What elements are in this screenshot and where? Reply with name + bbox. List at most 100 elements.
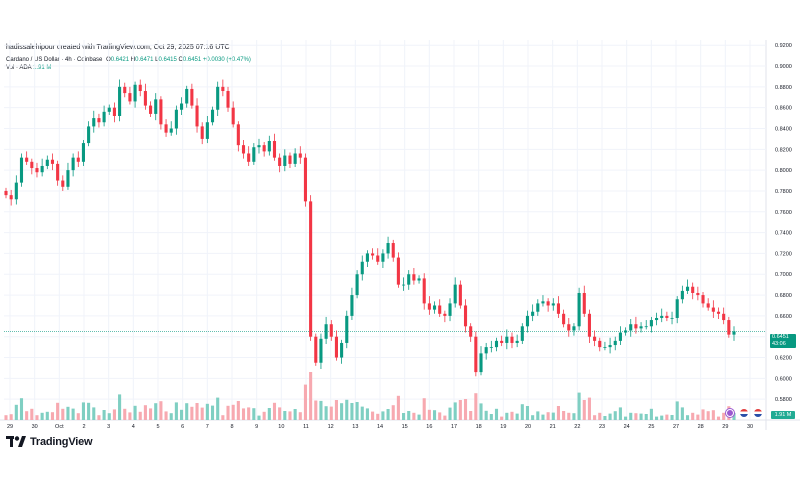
event-marker-icon[interactable] (726, 409, 734, 417)
us-flag-icon[interactable] (740, 409, 748, 417)
event-icons[interactable] (726, 409, 762, 417)
volume-bar (402, 413, 406, 420)
x-tick-label: 14 (377, 424, 383, 430)
candle-body (685, 286, 690, 291)
candle-body (200, 126, 204, 139)
candle-body (174, 109, 178, 129)
candle-body (9, 195, 13, 200)
volume-bar (350, 403, 354, 420)
volume-bar (35, 415, 39, 420)
volume-bar (210, 405, 215, 420)
candle-body (494, 340, 499, 348)
candles (4, 79, 736, 377)
volume-bar (40, 412, 44, 420)
volume-bar (510, 411, 514, 420)
candle-body (50, 159, 55, 164)
candle-body (221, 86, 225, 92)
x-tick-label: 13 (352, 424, 358, 430)
volume-bar (448, 407, 452, 420)
candle-body (484, 347, 488, 354)
volume-bar (536, 411, 540, 420)
x-tick-label: 24 (624, 424, 630, 430)
y-tick-label: 0.7000 (775, 272, 792, 278)
volume-bar (696, 414, 700, 420)
candle-body (40, 165, 44, 173)
y-tick-label: 0.6000 (775, 376, 792, 382)
tradingview-logo-text: TradingView (30, 436, 93, 448)
volume-bar (257, 415, 261, 420)
candle-body (45, 159, 49, 166)
candle-body (463, 305, 468, 327)
volume-bar (97, 415, 101, 420)
volume-bar (706, 411, 710, 420)
y-tick-label: 0.9200 (775, 43, 792, 49)
candle-body (541, 301, 545, 304)
candle-body (706, 303, 710, 308)
candle-body (371, 253, 375, 256)
candle-body (618, 332, 622, 341)
candle-body (531, 311, 535, 316)
candle-body (112, 107, 116, 116)
candle-body (381, 253, 385, 262)
candle-body (87, 126, 91, 144)
volume-bars (4, 372, 736, 420)
volume-bar (123, 408, 127, 420)
candle-body (608, 345, 612, 348)
candle-body (185, 88, 189, 104)
candle-body (262, 145, 266, 152)
candle-body (613, 340, 617, 346)
volume-bar (169, 413, 173, 420)
candle-body (598, 340, 602, 348)
x-tick-label: 3 (107, 424, 110, 430)
volume-bar (587, 397, 591, 420)
candle-body (159, 99, 163, 125)
volume-label[interactable]: Vol · ADA (6, 65, 32, 71)
candle-body (210, 109, 215, 123)
volume-bar (314, 400, 318, 420)
volume-bar (81, 402, 85, 420)
x-tick-label: 27 (673, 424, 679, 430)
candle-body (252, 147, 256, 162)
candle-body (655, 317, 659, 321)
volume-bar (128, 412, 132, 420)
volume-bar (417, 414, 421, 420)
volume-bar (112, 409, 116, 420)
candle-body (515, 340, 519, 343)
us-flag-icon-2[interactable] (754, 409, 762, 417)
volume-bar (334, 400, 338, 420)
candle-body (247, 153, 251, 162)
candle-body (350, 295, 354, 316)
x-tick-label: 25 (648, 424, 654, 430)
candle-body (81, 143, 85, 162)
volume-bar (593, 415, 597, 420)
candle-body (257, 145, 261, 148)
candle-body (629, 324, 633, 331)
volume-bar (71, 408, 75, 420)
volume-bar (76, 413, 80, 420)
volume-bar (665, 414, 669, 420)
volume-bar (422, 398, 426, 420)
volume-bar (685, 415, 690, 420)
candle-body (510, 336, 514, 343)
candle-body (226, 91, 230, 108)
volume-bar (391, 405, 395, 420)
candle-body (345, 315, 349, 343)
candle-body (732, 331, 736, 335)
volume-bar (443, 415, 447, 420)
tradingview-logo[interactable]: TradingView (6, 436, 93, 448)
candle-body (417, 278, 421, 281)
volume-bar (567, 412, 571, 420)
volume-bar (355, 402, 359, 420)
volume-legend[interactable]: Vol · ADA 1.91 M (6, 65, 51, 71)
candle-body (123, 86, 127, 94)
symbol-name[interactable]: Cardano / US Dollar · 4h · Coinbase (6, 57, 103, 63)
close-value: 0.6451 (182, 57, 202, 63)
volume-bar (618, 407, 622, 420)
volume-bar (463, 399, 468, 420)
volume-bar (489, 414, 493, 420)
x-tick-label: 8 (230, 424, 233, 430)
volume-bar (56, 402, 60, 420)
y-tick-label: 0.6600 (775, 314, 792, 320)
x-tick-label: 29 (7, 424, 13, 430)
